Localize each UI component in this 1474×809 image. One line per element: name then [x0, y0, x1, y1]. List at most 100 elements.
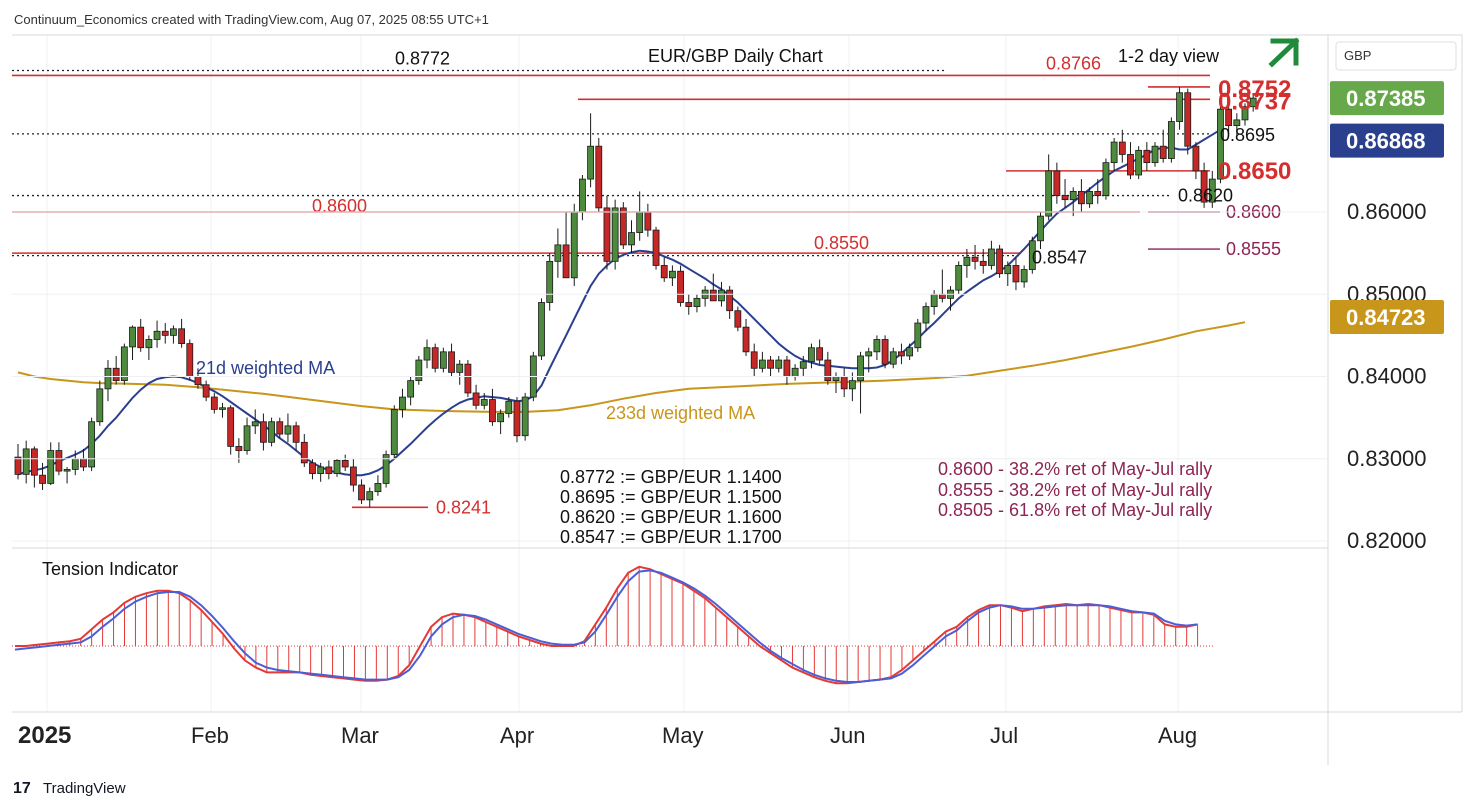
level-label: 0.8695 [1220, 125, 1275, 145]
level-label: 0.8241 [436, 497, 491, 517]
candle-body [1061, 195, 1069, 201]
candle-body [832, 376, 840, 382]
candle-body [611, 207, 619, 262]
candle-body [824, 359, 832, 382]
candle-body [799, 361, 807, 369]
candle-body [1217, 108, 1224, 180]
candle-body [161, 330, 169, 336]
candle-body [1135, 149, 1143, 176]
candle-body [758, 359, 766, 369]
candle-body [145, 339, 153, 349]
x-tick-label: May [662, 723, 704, 748]
tension-signal-line [14, 569, 1198, 683]
y-tick-label: 0.86000 [1347, 199, 1427, 224]
candle-body [309, 462, 316, 474]
candle-body [628, 232, 635, 246]
price-badge-label: 0.86868 [1346, 129, 1426, 154]
candle-body [1110, 141, 1118, 164]
x-tick-label: Feb [191, 723, 229, 748]
candle-body [979, 260, 987, 266]
candle-body [374, 483, 382, 493]
ma21-label: 21d weighted MA [196, 358, 335, 378]
candle-body [112, 367, 120, 382]
tradingview-logo[interactable]: 17 TradingView [13, 780, 126, 797]
candle-body [963, 256, 971, 266]
axis-currency-box[interactable] [1335, 41, 1457, 71]
level-label: 0.8650 [1218, 158, 1291, 185]
candle-body [333, 459, 341, 474]
candle-body [783, 359, 791, 377]
y-tick-label: 0.83000 [1347, 446, 1427, 471]
candle-body [930, 293, 938, 307]
candle-body [39, 474, 46, 484]
candle-body [669, 270, 676, 279]
candle-body [464, 363, 472, 394]
candle-body [775, 359, 783, 369]
candle-body [1159, 145, 1167, 159]
candle-body [1004, 265, 1012, 275]
candle-body [546, 260, 554, 303]
candle-body [259, 421, 267, 443]
price-badge-ma21 [1330, 123, 1444, 158]
candle-body [1069, 191, 1077, 201]
candle-body [341, 459, 349, 468]
conversion-4: 0.8547 := GBP/EUR 1.1700 [560, 527, 782, 547]
conversion-3: 0.8620 := GBP/EUR 1.1600 [560, 507, 782, 527]
candle-body [644, 211, 652, 231]
level-label: 0.8555 [1226, 239, 1281, 259]
candle-body [88, 421, 96, 468]
candle-body [685, 302, 693, 307]
candle-body [562, 244, 570, 279]
candle-body [497, 413, 505, 423]
y-tick-label: 0.82000 [1347, 528, 1427, 553]
candle-body [1167, 121, 1175, 159]
candle-body [251, 421, 259, 427]
ma21-path [17, 128, 1222, 477]
pane-frames [12, 34, 1463, 765]
candle-body [521, 396, 529, 437]
candle-body [439, 351, 447, 369]
candles [14, 86, 1257, 508]
candle-body [1143, 149, 1151, 164]
candle-body [619, 207, 627, 246]
candle-body [971, 256, 979, 262]
candle-body [840, 376, 848, 390]
candle-body [816, 347, 824, 361]
candle-body [120, 346, 128, 382]
candle-body [767, 359, 774, 369]
price-badge-label: 0.84723 [1346, 305, 1426, 330]
candle-body [129, 326, 136, 348]
price-badge-last [1330, 81, 1444, 116]
candle-body [186, 343, 194, 377]
candle-body [178, 328, 186, 345]
candle-body [71, 458, 79, 470]
candle-body [996, 248, 1003, 275]
axis-currency: GBP [1344, 48, 1371, 63]
candle-body [1102, 162, 1110, 196]
candle-body [292, 425, 300, 443]
candle-body [480, 399, 488, 406]
candle-body [1233, 119, 1241, 127]
candle-body [55, 450, 63, 472]
candle-body [268, 421, 275, 443]
candle-body [873, 339, 881, 353]
tension-indicator [12, 565, 1215, 685]
candle-body [857, 355, 864, 382]
candle-body [808, 347, 815, 363]
fib-note-1: 0.8600 - 38.2% ret of May-Jul rally [938, 459, 1212, 479]
candle-body [603, 207, 611, 262]
candle-body [1151, 145, 1159, 164]
tradingview-logo-text: TradingView [43, 780, 126, 797]
ma233-label: 233d weighted MA [606, 403, 755, 423]
candle-body [938, 293, 946, 299]
candle-body [366, 491, 374, 501]
candle-body [914, 322, 922, 349]
candle-body [636, 211, 644, 233]
conversion-2: 0.8695 := GBP/EUR 1.1500 [560, 487, 782, 507]
candle-body [170, 328, 177, 336]
candle-body [219, 407, 226, 410]
vertical-grid [46, 35, 1179, 712]
candle-body [415, 359, 423, 382]
level-label: 0.8752 [1218, 76, 1291, 103]
candle-body [652, 229, 660, 266]
